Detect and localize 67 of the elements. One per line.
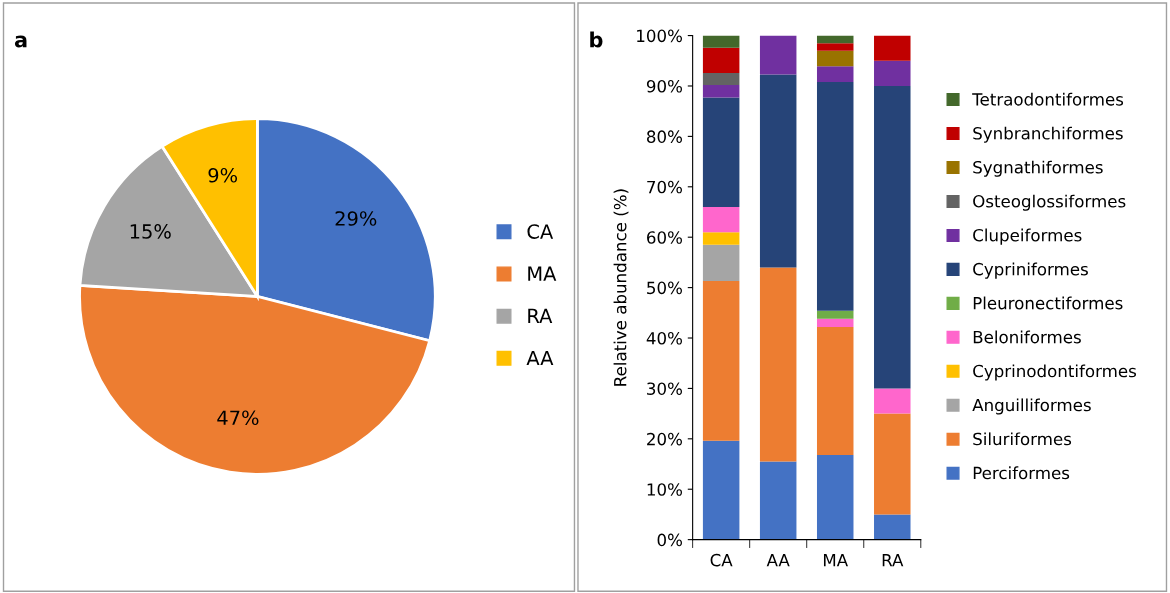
bar <box>702 281 740 441</box>
bar <box>702 84 740 98</box>
bar <box>759 461 797 540</box>
legend-label: Clupeiformes <box>973 228 1082 245</box>
chart-title: b <box>590 31 603 48</box>
bar <box>874 60 911 86</box>
y-tick-label: 70% <box>647 180 682 194</box>
bar <box>816 35 854 44</box>
y-tick-label: 30% <box>647 382 682 395</box>
bar <box>816 310 854 319</box>
legend-label: AA <box>526 350 554 366</box>
y-tick-label: 20% <box>647 432 682 446</box>
bar <box>702 35 740 48</box>
bar <box>759 35 797 75</box>
bar <box>816 318 854 327</box>
y-tick-label: 50% <box>647 281 682 295</box>
bar <box>874 388 911 414</box>
bar <box>702 440 740 540</box>
bar <box>816 43 854 51</box>
legend-label: Anguilliformes <box>972 398 1091 415</box>
bar <box>874 85 911 389</box>
legend-label: Pleuronectiformes <box>973 296 1123 310</box>
x-tick-label: RA <box>882 554 904 567</box>
legend-label: Beloniformes <box>973 330 1081 344</box>
bar <box>702 72 740 85</box>
legend-label: CA <box>527 224 554 239</box>
y-tick-label: 90% <box>646 79 682 93</box>
chart-title: a <box>14 35 27 48</box>
legend-label: Osteoglossiformes <box>973 194 1126 211</box>
legend-label: Synbranchiformes <box>973 126 1123 143</box>
data-label: 29% <box>335 211 377 226</box>
legend-label: Tetraodontiformes <box>972 92 1124 106</box>
bar <box>759 74 797 268</box>
legend-label: Perciformes <box>973 466 1070 480</box>
legend-label: MA <box>528 266 557 281</box>
legend-label: RA <box>528 308 553 323</box>
x-tick-label: MA <box>823 554 848 567</box>
legend-label: Cypriniformes <box>973 262 1088 279</box>
bar <box>702 47 740 73</box>
bar <box>874 413 911 515</box>
bar <box>759 267 797 462</box>
y-tick-label: 40% <box>646 331 682 345</box>
bar <box>702 244 740 282</box>
y-axis-title: Relative abundance (%) <box>613 189 629 386</box>
x-tick-label: CA <box>710 553 733 567</box>
bar <box>816 66 854 82</box>
legend-label: Sygnathiformes <box>973 160 1103 177</box>
y-tick-label: 0% <box>657 533 682 547</box>
y-tick-label: 100% <box>637 29 682 43</box>
x-tick-label: AA <box>766 554 790 567</box>
bar <box>816 454 854 540</box>
bar <box>816 81 854 311</box>
legend-label: Cyprinodontiformes <box>973 364 1137 381</box>
data-label: 15% <box>130 224 171 239</box>
bar <box>702 232 740 245</box>
bar <box>702 97 740 207</box>
bar <box>816 326 854 455</box>
bar <box>702 206 740 233</box>
y-tick-label: 60% <box>647 231 682 244</box>
y-tick-label: 10% <box>647 483 682 496</box>
bar <box>874 35 911 61</box>
data-label: 9% <box>208 167 238 183</box>
data-label: 47% <box>217 410 259 426</box>
bar <box>874 514 911 540</box>
y-tick-label: 80% <box>647 130 682 143</box>
bar <box>816 50 854 67</box>
legend-label: Siluriformes <box>973 432 1072 446</box>
